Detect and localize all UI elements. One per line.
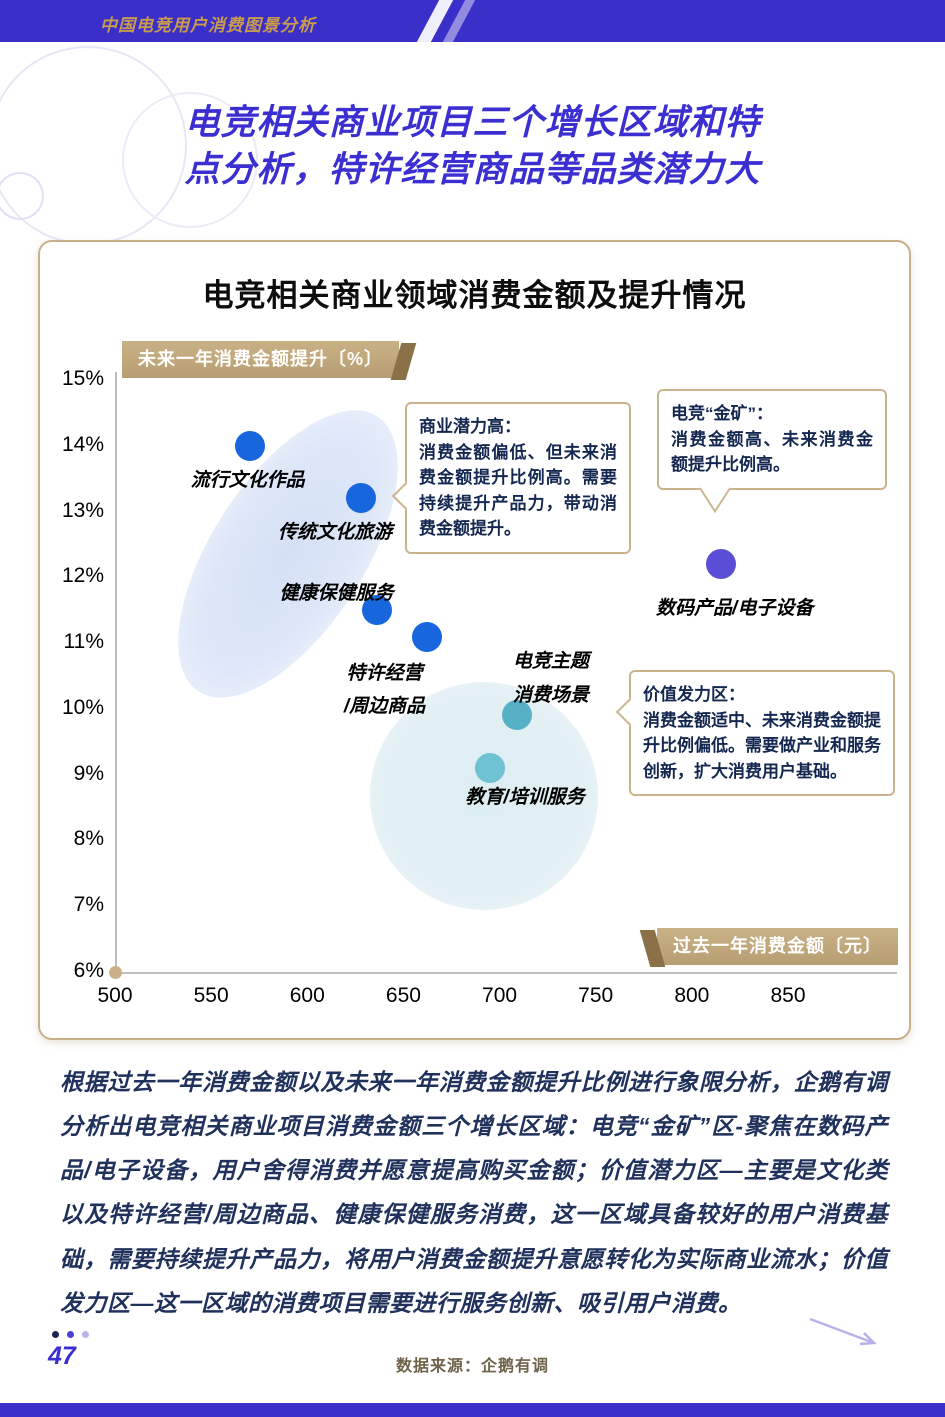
- header-title: 中国电竞用户消费图景分析: [100, 16, 316, 35]
- annotation-body: 消费金额高、未来消费金额提升比例高。: [671, 429, 873, 475]
- y-tick-label: 10%: [61, 695, 104, 719]
- point-label: 教育/培训服务: [465, 787, 585, 809]
- y-tick-label: 15%: [61, 367, 104, 390]
- point-label: 电竞主题 消费场景: [512, 651, 589, 706]
- page-number: 47: [48, 1342, 76, 1370]
- footer-dot-icon: [52, 1331, 59, 1338]
- footer-dot-icon: [82, 1331, 89, 1338]
- footer-arrow-icon: [809, 1317, 877, 1346]
- x-tick-label: 800: [674, 984, 710, 1007]
- analysis-paragraph: 根据过去一年消费金额以及未来一年消费金额提升比例进行象限分析，企鹅有调分析出电竞…: [60, 1069, 888, 1316]
- y-tick-label: 14%: [61, 432, 104, 456]
- chart-title: 电竞相关商业领域消费金额及提升情况: [202, 278, 747, 313]
- page-title-line1: 电竞相关商业项目三个增长区域和特: [184, 103, 761, 142]
- x-axis-line: [115, 972, 897, 974]
- scatter-point: [361, 595, 392, 626]
- data-source-label: 数据来源：企鹅有调: [395, 1358, 549, 1375]
- y-axis-label: 未来一年消费金额提升〔%〕: [138, 349, 384, 369]
- footer-bar: [0, 1403, 945, 1417]
- x-tick-label: 850: [770, 984, 806, 1007]
- x-tick-label: 550: [193, 984, 229, 1007]
- annotation-body: 消费金额适中、未来消费金额提升比例偏低。需要做产业和服务创新，扩大消费用户基础。: [643, 710, 881, 781]
- y-tick-label: 13%: [61, 498, 104, 522]
- y-tick-label: 11%: [63, 630, 104, 654]
- page-title: 电竞相关商业项目三个增长区域和特 点分析，特许经营商品等品类潜力大: [0, 100, 945, 194]
- page-header-bar: 中国电竞用户消费图景分析: [0, 0, 945, 42]
- x-axis-label: 过去一年消费金额〔元〕: [673, 936, 882, 956]
- annotation-business-potential: 商业潜力高： 消费金额偏低、但未来消费金额提升比例高。需要持续提升产品力，带动消…: [391, 402, 631, 554]
- point-label: 健康保健服务: [279, 583, 394, 605]
- point-label: 流行文化作品: [190, 469, 305, 491]
- callout-tail-icon: [615, 697, 645, 727]
- x-axis-label-badge: 过去一年消费金额〔元〕: [657, 928, 898, 965]
- x-tick-label: 500: [97, 984, 133, 1007]
- x-tick-label: 750: [578, 984, 614, 1007]
- y-axis-line: [115, 372, 117, 974]
- scatter-point: [501, 700, 532, 731]
- scatter-point: [346, 483, 377, 514]
- y-tick-label: 12%: [61, 564, 104, 588]
- annotation-esports-goldmine: 电竞“金矿”： 消费金额高、未来消费金额提升比例高。: [657, 389, 887, 513]
- annotation-title: 电竞“金矿”：: [671, 404, 773, 423]
- y-tick-label: 6%: [73, 959, 104, 982]
- scatter-point: [411, 621, 442, 652]
- axis-origin-dot: [109, 966, 122, 979]
- page-title-line2: 点分析，特许经营商品等品类潜力大: [184, 149, 761, 189]
- scatter-point: [234, 430, 265, 461]
- point-label: 数码产品/电子设备: [656, 598, 814, 620]
- y-tick-label: 7%: [73, 893, 104, 917]
- x-tick-label: 700: [482, 984, 518, 1007]
- background-circle-decoration: [0, 172, 44, 220]
- scatter-point: [474, 753, 505, 784]
- y-tick-label: 8%: [73, 827, 104, 851]
- x-tick-label: 600: [289, 984, 325, 1007]
- annotation-body: 消费金额偏低、但未来消费金额提升比例高。需要持续提升产品力，带动消费金额提升。: [419, 442, 617, 539]
- x-tick-label: 650: [385, 984, 421, 1007]
- scatter-point: [705, 549, 736, 580]
- footer-dot-icon: [67, 1331, 74, 1338]
- y-axis-label-badge: 未来一年消费金额提升〔%〕: [122, 341, 400, 378]
- background-circle-decoration: [122, 92, 258, 228]
- annotation-title: 价值发力区：: [643, 685, 745, 704]
- footer-dots-decoration: [52, 1331, 89, 1338]
- cluster-circle-teal: [370, 682, 598, 910]
- point-label: 特许经营/周边商品: [343, 662, 426, 717]
- point-label: 传统文化旅游: [278, 522, 393, 544]
- annotation-title: 商业潜力高：: [419, 417, 521, 436]
- annotation-value-effort-zone: 价值发力区： 消费金额适中、未来消费金额提升比例偏低。需要做产业和服务创新，扩大…: [615, 670, 895, 796]
- plot-area: 未来一年消费金额提升〔%〕 过去一年消费金额〔元〕 15% 14% 13% 12% 11…: [40, 242, 909, 1038]
- y-tick-label: 9%: [73, 761, 104, 785]
- chart-card: 电竞相关商业领域消费金额及提升情况 未来一年消费金额提升〔%〕 过去一年消费金额…: [38, 240, 911, 1040]
